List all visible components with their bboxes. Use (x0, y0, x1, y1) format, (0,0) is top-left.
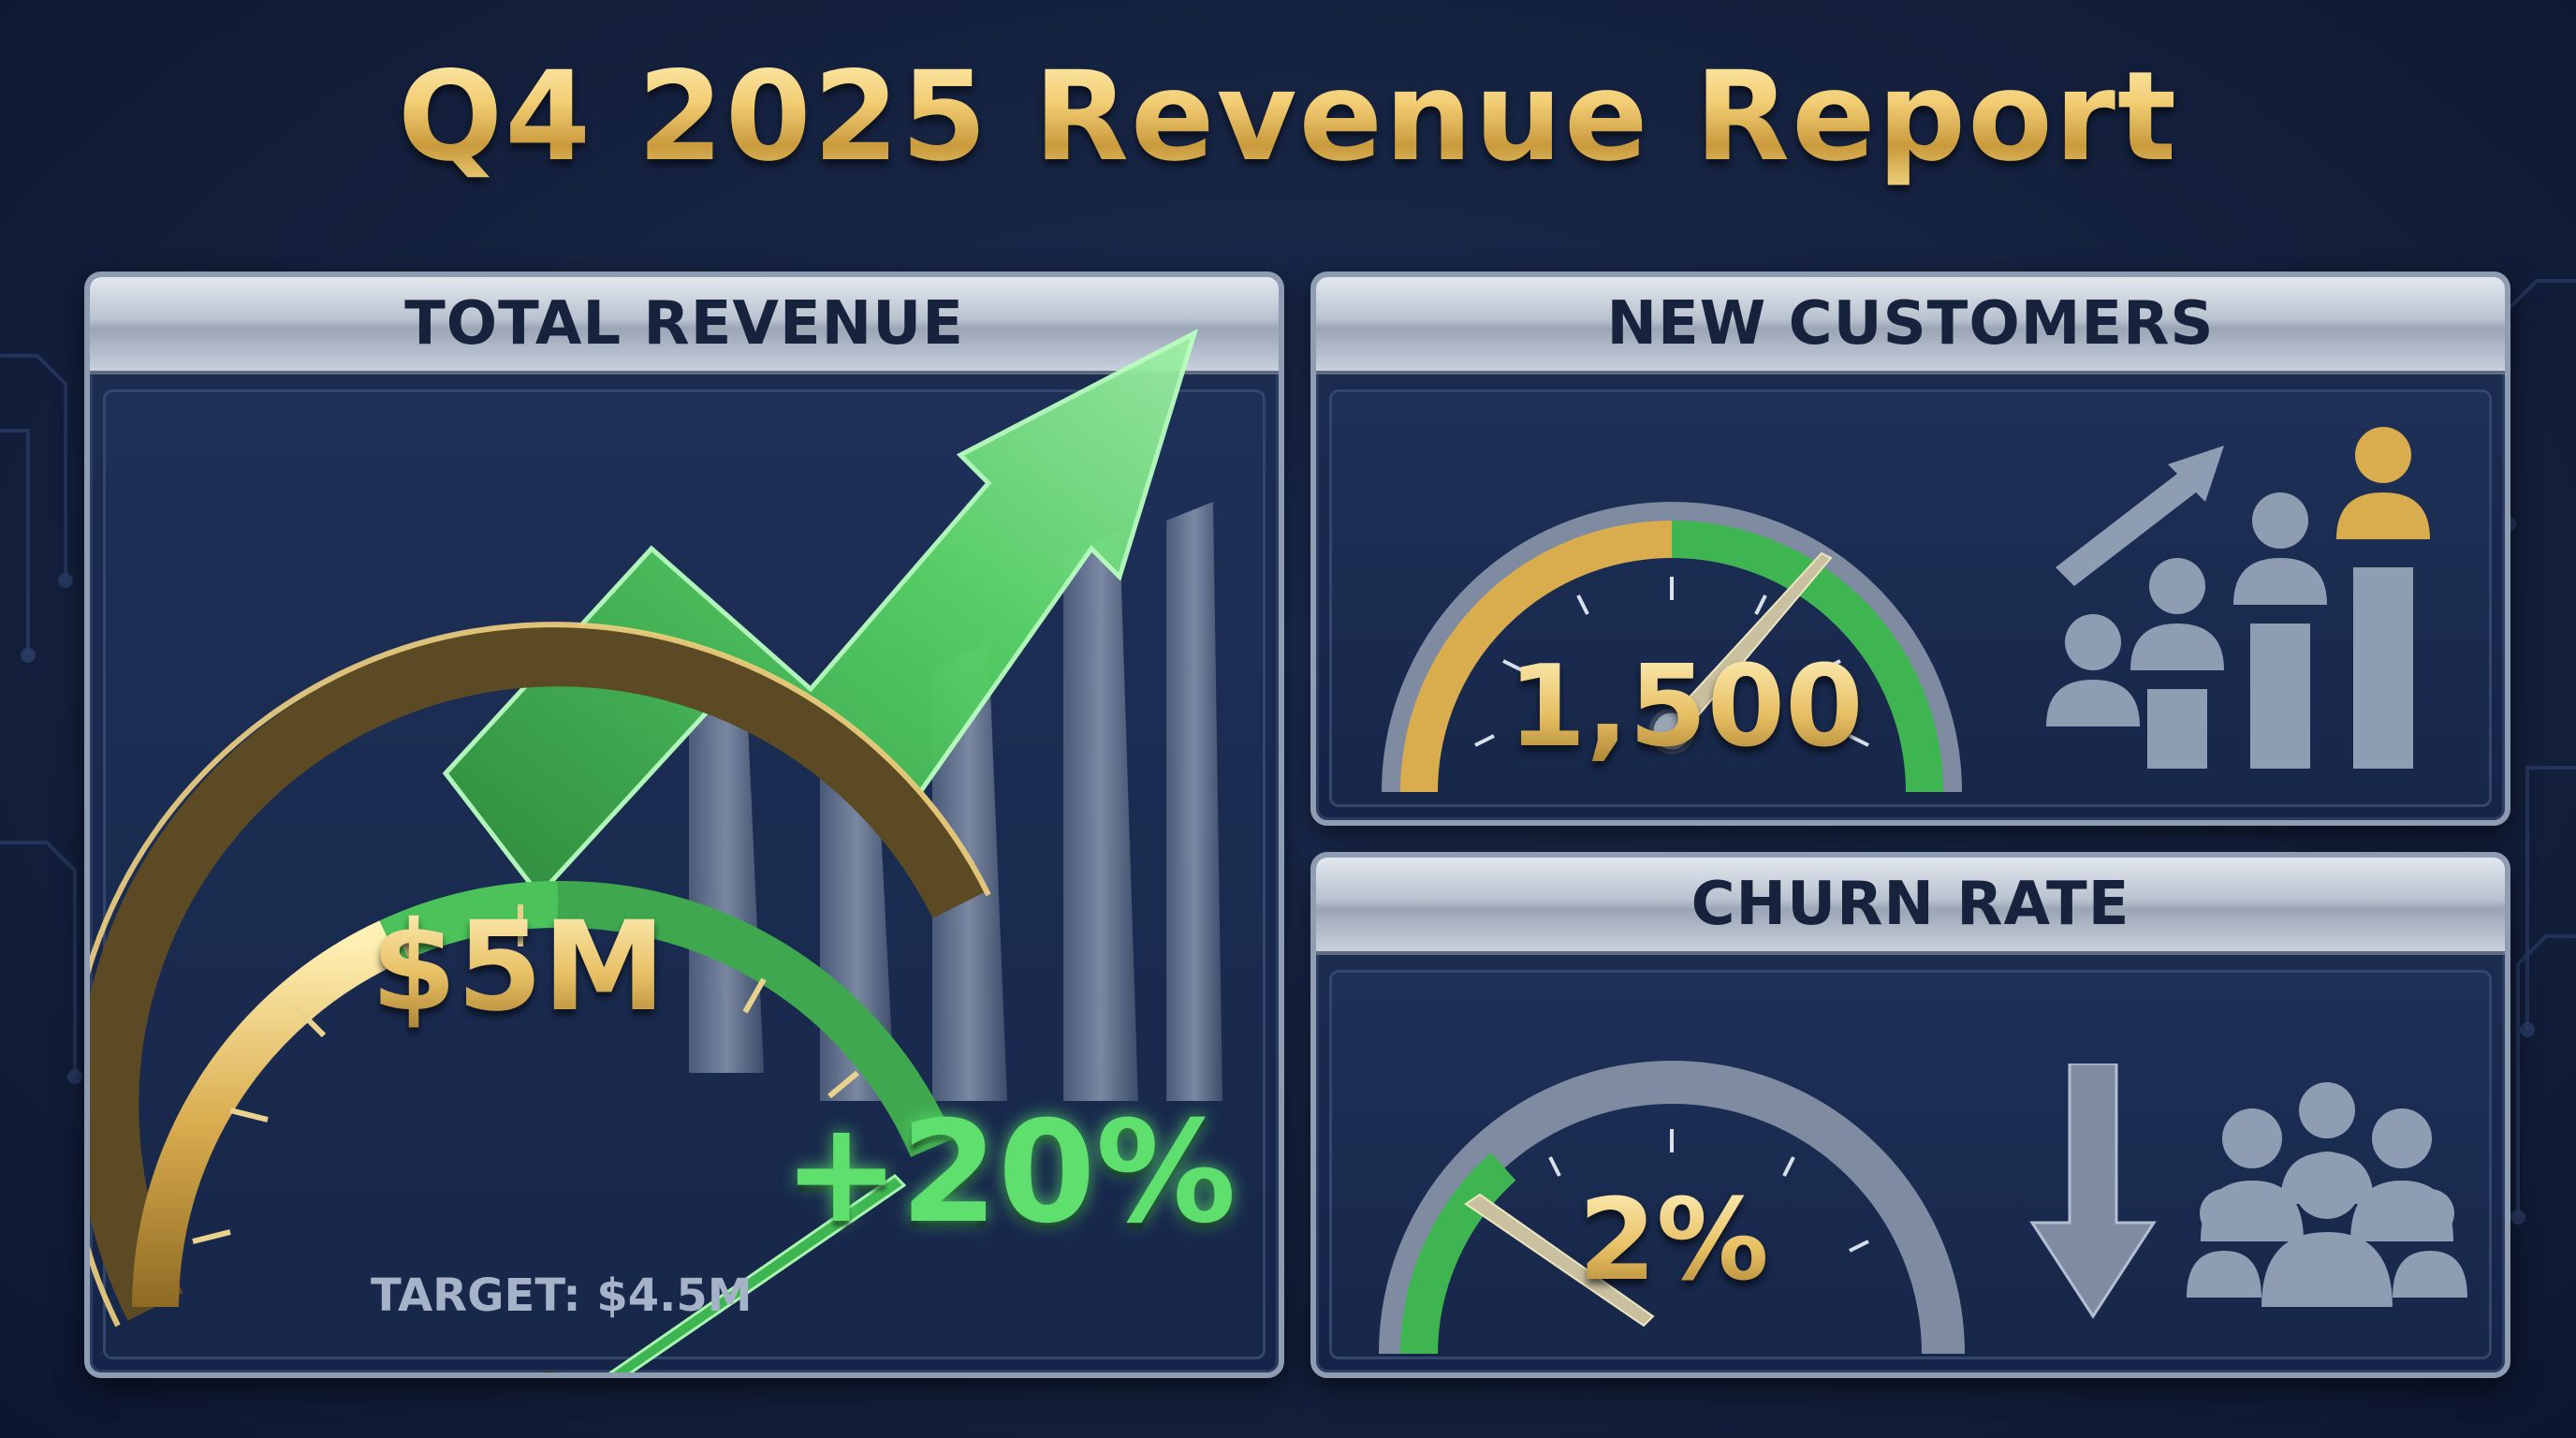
total-revenue-value: $5M (371, 895, 666, 1039)
new-customers-value: 1,500 (1508, 642, 1864, 772)
churn-rate-header: CHURN RATE (1316, 858, 2505, 955)
group-icon (2187, 1082, 2467, 1307)
down-arrow-icon (2029, 1064, 2157, 1319)
new-customers-header: NEW CUSTOMERS (1316, 277, 2505, 374)
new-customers-panel: NEW CUSTOMERS 1,500 (1310, 271, 2510, 826)
total-revenue-target: TARGET: $4.5M (371, 1269, 753, 1322)
churn-rate-value: 2% (1578, 1176, 1769, 1306)
growth-arrow-icon (2056, 446, 2224, 586)
speedometer-icon (1382, 502, 1962, 793)
churn-rate-panel: CHURN RATE 2% (1310, 852, 2510, 1378)
speedometer-icon (90, 622, 991, 1372)
new-customers-label: NEW CUSTOMERS (1606, 289, 2215, 359)
total-revenue-change: +20% (783, 1092, 1237, 1255)
total-revenue-panel: TOTAL REVENUE (84, 271, 1284, 1378)
total-revenue-header: TOTAL REVENUE (90, 277, 1279, 374)
total-revenue-label: TOTAL REVENUE (404, 289, 964, 359)
page-title: Q4 2025 Revenue Report (0, 45, 2576, 189)
churn-rate-label: CHURN RATE (1690, 870, 2130, 939)
people-bar-icon (2046, 427, 2430, 769)
speedometer-icon (1379, 1061, 1965, 1355)
